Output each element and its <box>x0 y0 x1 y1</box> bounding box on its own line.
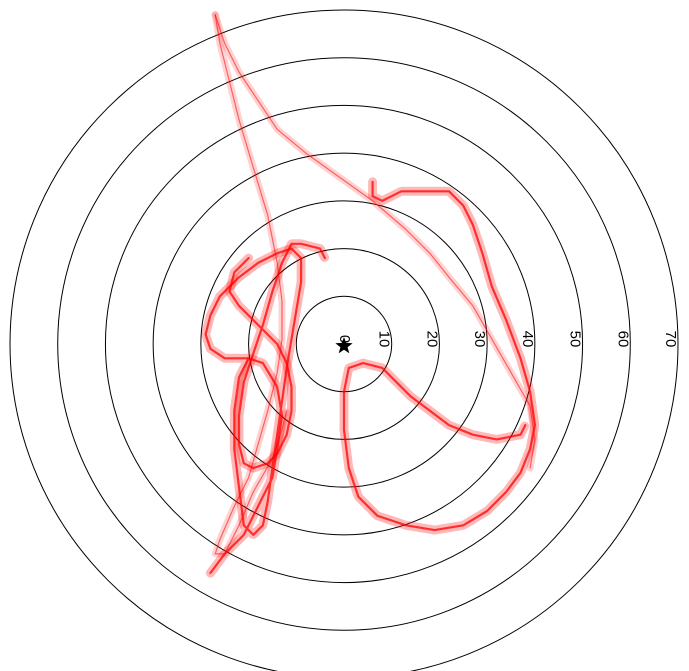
track-5-halo <box>344 182 535 530</box>
trajectory-tracks <box>206 15 535 573</box>
tick-label-60: 60 <box>614 331 631 348</box>
tick-label-30: 30 <box>471 331 488 348</box>
tick-label-40: 40 <box>519 331 536 348</box>
track-5 <box>344 182 535 530</box>
tick-label-50: 50 <box>567 331 584 348</box>
tick-label-70: 70 <box>662 331 679 348</box>
tick-label-10: 10 <box>376 331 393 348</box>
track-2-halo <box>215 15 535 468</box>
tick-label-20: 20 <box>423 331 440 348</box>
track-2 <box>215 15 535 468</box>
